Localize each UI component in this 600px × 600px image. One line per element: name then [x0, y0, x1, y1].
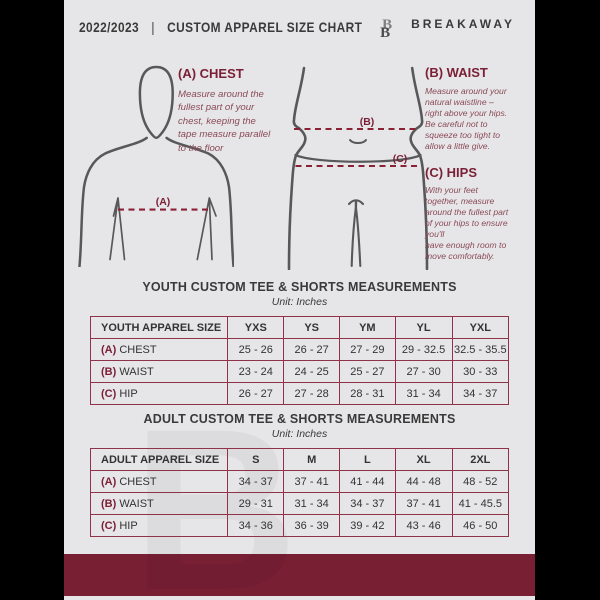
- svg-text:(B): (B): [360, 116, 375, 128]
- svg-text:(A): (A): [156, 196, 171, 208]
- svg-text:(C): (C): [393, 153, 408, 165]
